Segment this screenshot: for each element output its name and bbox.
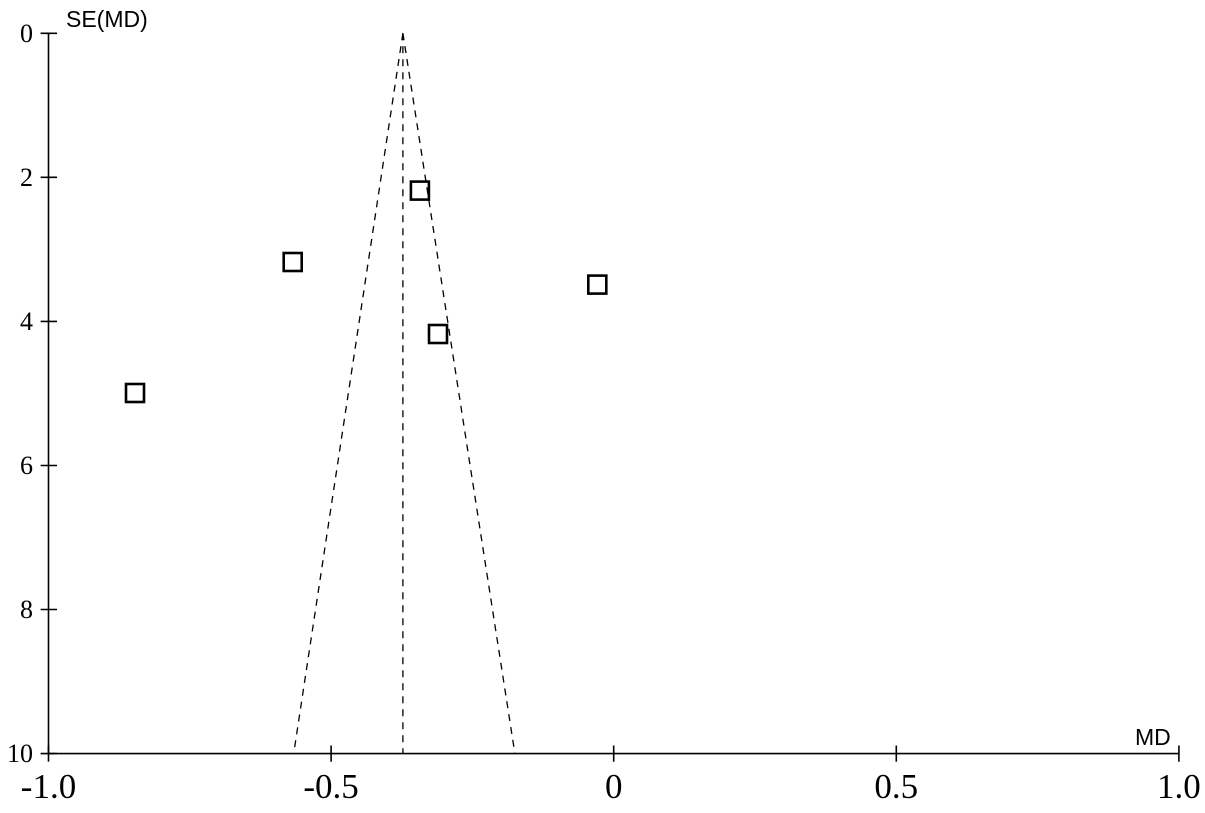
svg-text:1.0: 1.0 [1157,767,1201,806]
svg-text:SE(MD): SE(MD) [66,6,148,32]
svg-text:4: 4 [20,307,33,336]
svg-text:6: 6 [20,451,33,480]
svg-text:0: 0 [20,19,33,48]
svg-text:10: 10 [7,739,33,768]
svg-text:8: 8 [20,595,33,624]
svg-text:0.5: 0.5 [874,767,918,806]
svg-text:-1.0: -1.0 [21,767,76,806]
svg-text:-0.5: -0.5 [303,767,358,806]
svg-text:2: 2 [20,163,33,192]
svg-text:0: 0 [605,767,623,806]
svg-text:MD: MD [1135,724,1171,750]
